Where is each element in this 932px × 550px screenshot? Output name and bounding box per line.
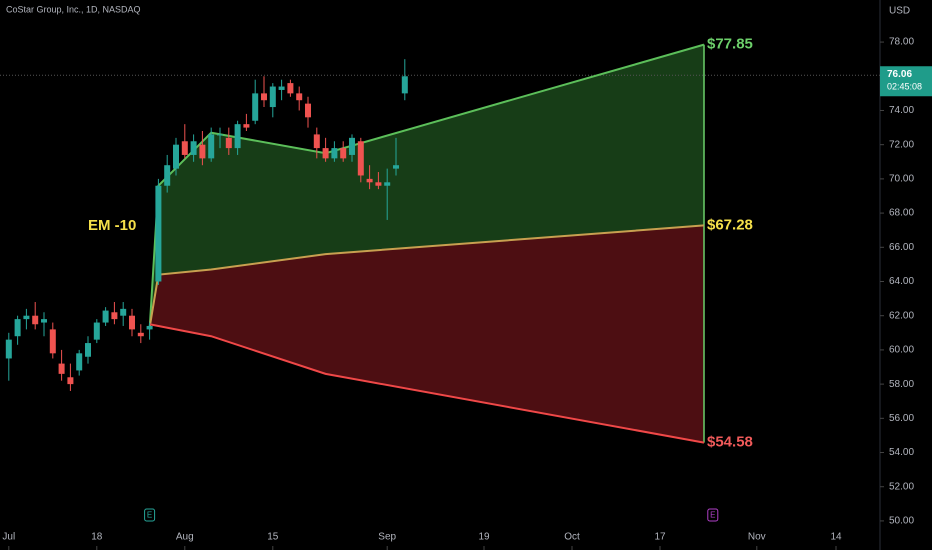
currency: USD (889, 6, 910, 17)
candle-body (137, 332, 144, 337)
candle-body (190, 141, 197, 155)
candle-body (32, 315, 39, 325)
candle-body (102, 310, 109, 323)
event-marker (707, 508, 719, 522)
candle-body (58, 363, 65, 374)
candle-body (261, 93, 267, 101)
candle-body (129, 315, 135, 330)
candle-body (366, 178, 373, 183)
y-tick-label: 78.00 (889, 37, 914, 48)
candle-body (384, 182, 391, 186)
candle-body (287, 83, 294, 94)
end-label: $67.28 (707, 216, 753, 233)
band-line (149, 323, 705, 444)
candle-body (393, 165, 399, 169)
end-label: $77.85 (707, 36, 753, 53)
candle-body (225, 137, 232, 149)
event-marker (144, 508, 156, 522)
candle-body (41, 319, 47, 323)
candle-body (243, 124, 250, 128)
candle-body (23, 315, 30, 320)
candle-body (164, 165, 171, 186)
candle-body (252, 93, 259, 121)
y-tick-label: 62.00 (889, 310, 914, 321)
x-tick-label: Aug (176, 532, 194, 543)
candle-body (173, 144, 179, 169)
candle-body (93, 322, 100, 340)
candle-body (357, 141, 364, 176)
candle-body (199, 144, 206, 159)
candle-body (49, 329, 56, 354)
candle-body (5, 339, 12, 359)
candle-body (181, 141, 188, 155)
y-tick-label: 60.00 (889, 345, 914, 356)
candle-body (14, 319, 21, 337)
candle-body (146, 325, 153, 330)
candle-body (340, 148, 347, 159)
y-tick-label: 70.00 (889, 174, 914, 185)
y-tick-label: 66.00 (889, 242, 914, 253)
price-tag-value: 76.06 (887, 69, 912, 80)
candle-body (278, 86, 285, 90)
x-tick-label: 17 (654, 532, 666, 543)
band-line (148, 224, 705, 328)
y-tick-label: 74.00 (889, 105, 914, 116)
x-tick-label: Oct (564, 532, 580, 543)
candle-body (313, 134, 320, 149)
y-tick-label: 50.00 (889, 516, 914, 527)
x-tick-label: Nov (748, 532, 766, 543)
annotation: EM -10 (88, 217, 136, 234)
y-tick-label: 64.00 (889, 276, 914, 287)
candle-body (269, 86, 276, 108)
candle-body (217, 134, 223, 136)
candle-body (85, 343, 91, 357)
y-tick-label: 72.00 (889, 139, 914, 150)
candle-body (111, 312, 118, 320)
candle-body (155, 185, 162, 282)
x-tick-label: 15 (267, 532, 279, 543)
x-tick-label: 14 (830, 532, 842, 543)
candle-body (322, 148, 329, 159)
y-tick-label: 54.00 (889, 447, 914, 458)
candle-body (305, 103, 311, 118)
x-tick-label: 18 (91, 532, 103, 543)
event-label: E (710, 511, 715, 520)
x-tick-label: 19 (478, 532, 490, 543)
candle-body (401, 76, 408, 94)
event-label: E (147, 511, 152, 520)
price-tag (880, 66, 932, 97)
y-tick-label: 56.00 (889, 413, 914, 424)
candle-body (76, 353, 83, 371)
y-tick-label: 68.00 (889, 208, 914, 219)
y-tick-label: 52.00 (889, 481, 914, 492)
candle-body (234, 124, 241, 149)
lower-band (149, 225, 705, 443)
candle-body (208, 134, 215, 159)
countdown: 02:45:08 (887, 82, 922, 92)
candle-body (296, 93, 303, 101)
chart-title: CoStar Group, Inc., 1D, NASDAQ (6, 4, 141, 14)
candle-body (331, 148, 338, 159)
x-tick-label: Sep (378, 532, 396, 543)
candle-body (349, 137, 355, 155)
end-label: $54.58 (707, 434, 753, 451)
y-tick-label: 58.00 (889, 379, 914, 390)
candle-body (120, 308, 127, 316)
candle-body (375, 182, 382, 186)
candle-body (67, 377, 74, 385)
x-tick-label: Jul (2, 532, 15, 543)
